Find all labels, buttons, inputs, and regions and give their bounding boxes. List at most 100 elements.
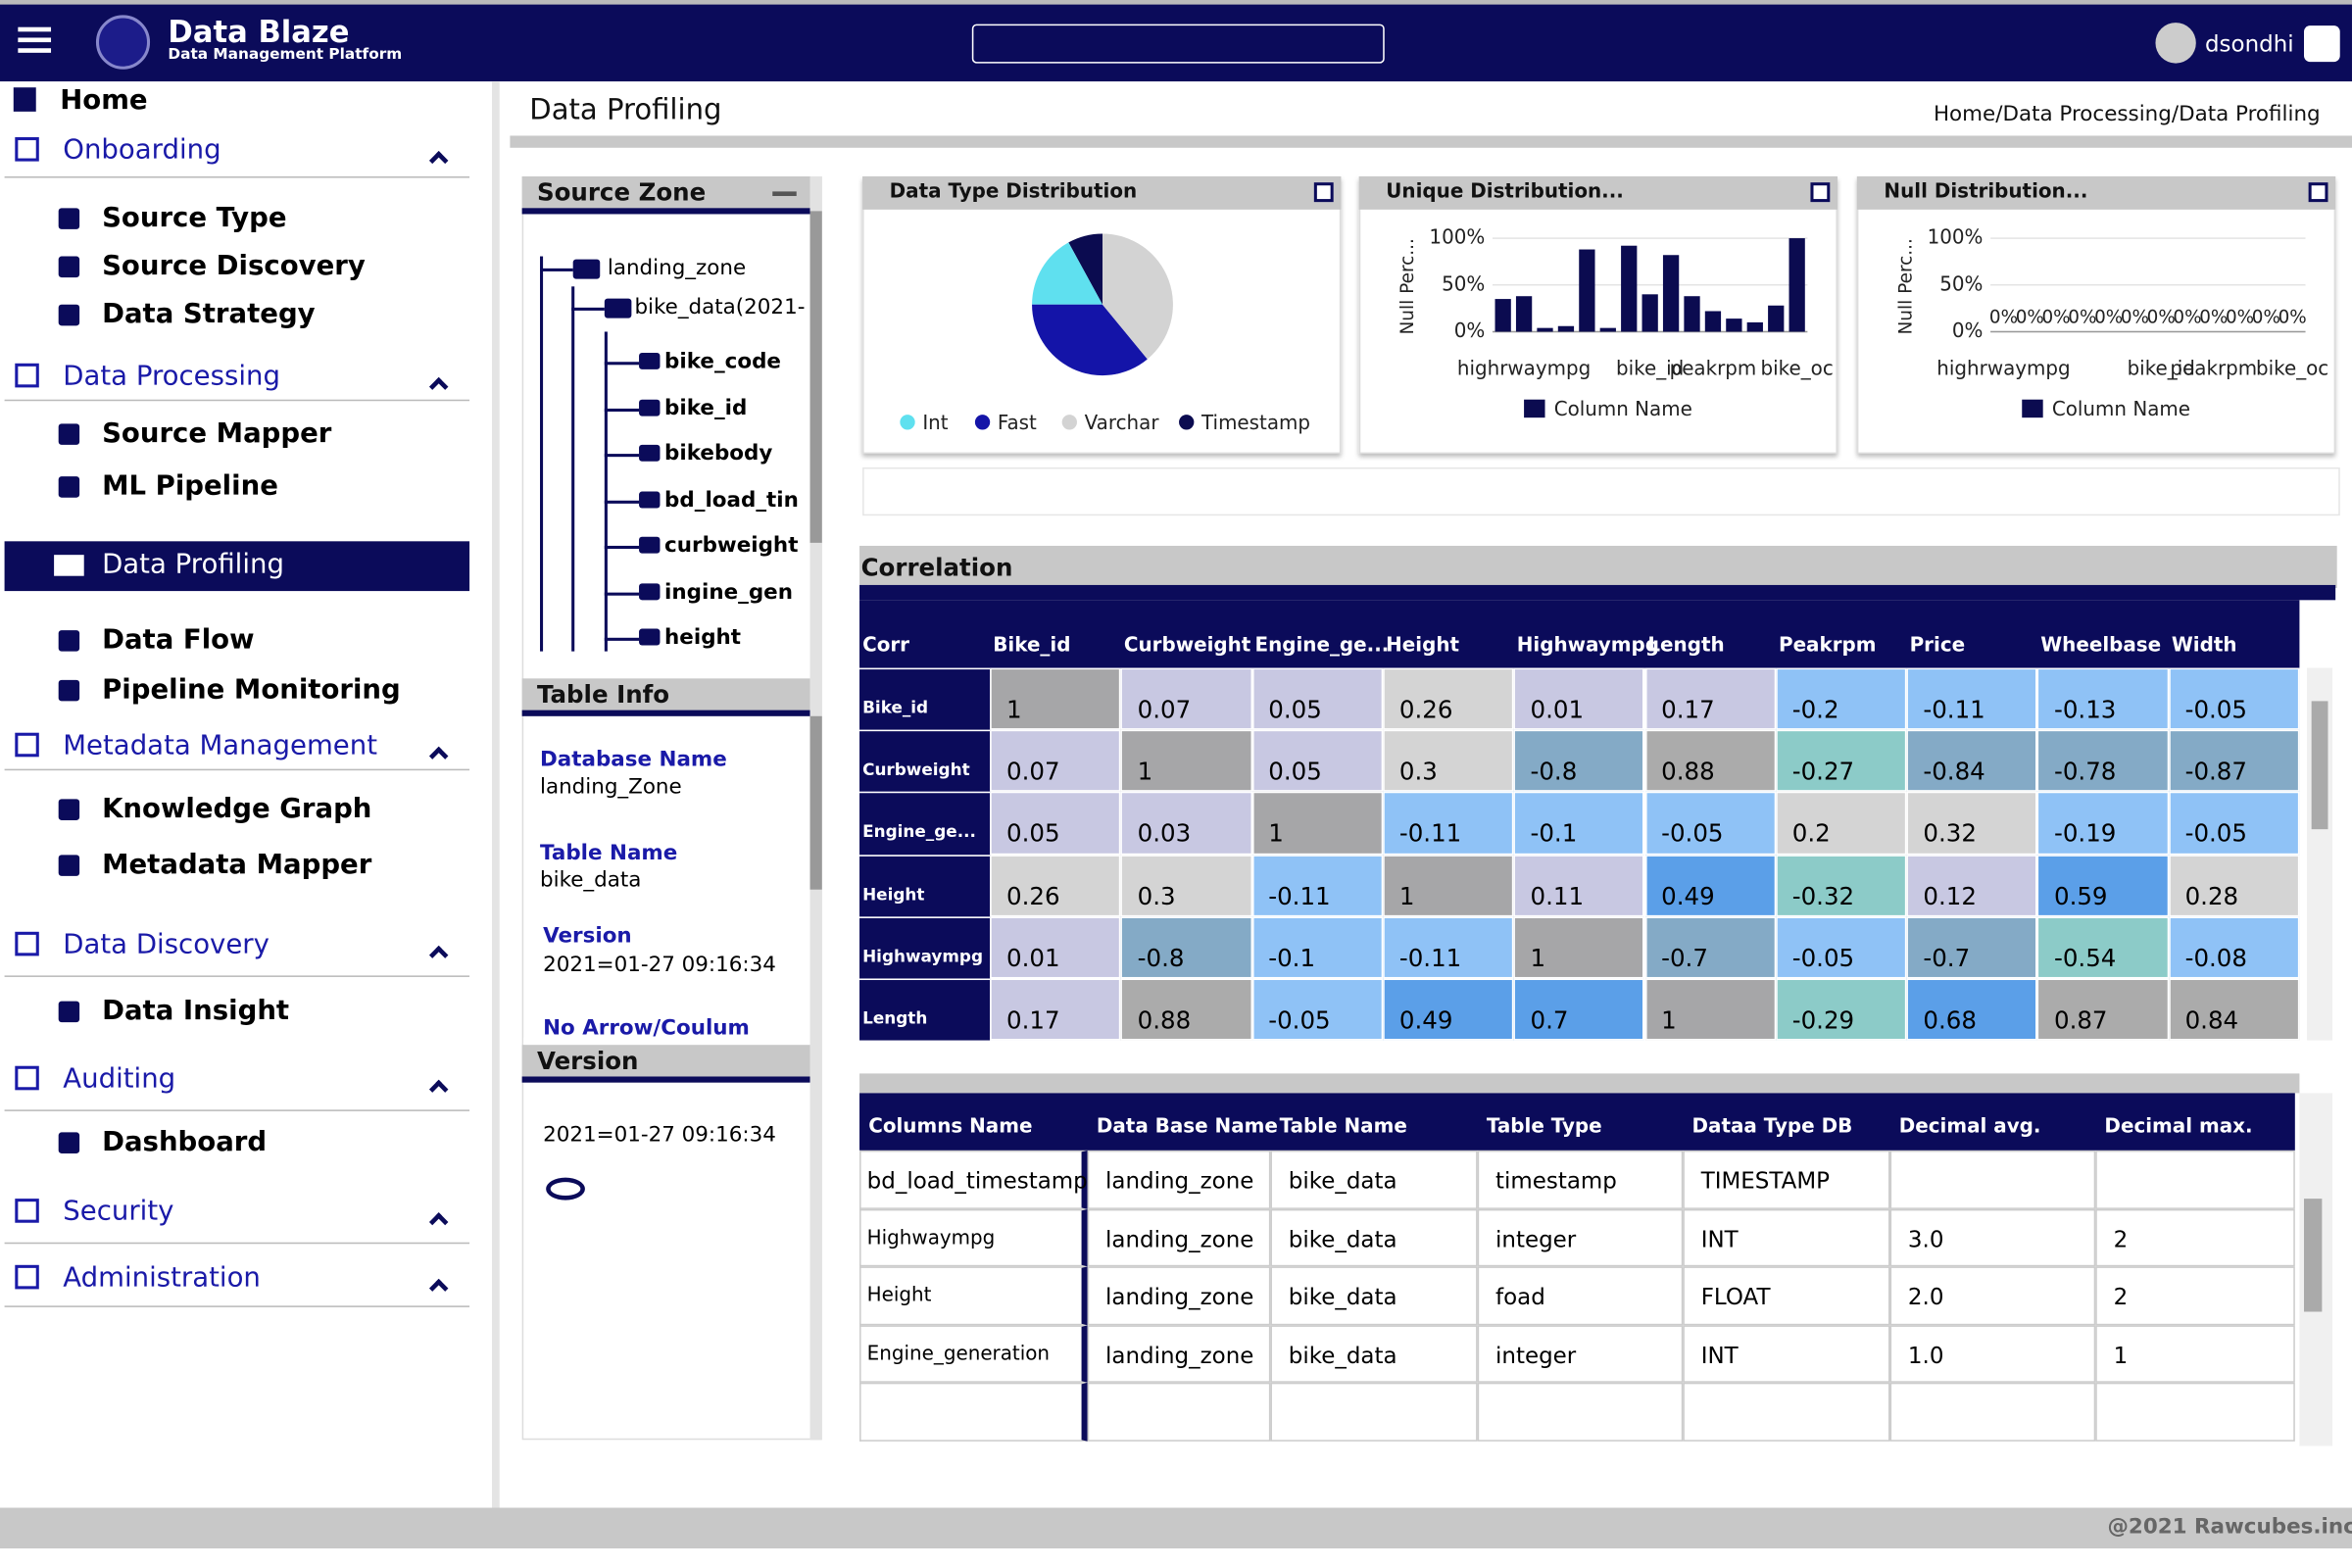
- corr-cell: [990, 916, 1121, 979]
- folder-icon[interactable]: [604, 298, 632, 318]
- field-value: landing_Zone: [540, 774, 682, 800]
- nav-item[interactable]: Data Insight: [102, 995, 290, 1027]
- corr-cell: [1251, 854, 1384, 917]
- legend-swatch: [900, 415, 915, 430]
- x-axis-label: Column Name: [2052, 397, 2190, 420]
- nav-item[interactable]: Dashboard: [102, 1126, 268, 1158]
- corr-header: Highwaympg: [1516, 634, 1660, 658]
- nav-item[interactable]: Data Profiling: [102, 549, 284, 581]
- legend-swatch: [974, 415, 991, 430]
- chart-header: [1856, 176, 2336, 210]
- tree-node[interactable]: height: [664, 625, 742, 651]
- nav-group[interactable]: Security: [63, 1196, 174, 1228]
- nav-item[interactable]: Knowledge Graph: [102, 793, 372, 825]
- nav-group[interactable]: Metadata Management: [63, 729, 377, 761]
- nav-item[interactable]: Data Strategy: [102, 298, 316, 330]
- corr-cell: [1383, 854, 1514, 917]
- table-cell: [1683, 1150, 1890, 1209]
- table-header-cell: Decimal avg.: [1898, 1115, 2041, 1139]
- corr-cell: [1513, 667, 1645, 730]
- folder-icon[interactable]: [639, 353, 661, 369]
- power-button[interactable]: [2304, 25, 2340, 63]
- folder-icon[interactable]: [639, 444, 661, 462]
- nav-item[interactable]: Metadata Mapper: [102, 849, 372, 881]
- corr-cell: [1775, 854, 1907, 917]
- corr-cell: [1906, 729, 2038, 793]
- folder-icon[interactable]: [639, 399, 661, 416]
- expand-icon[interactable]: [1810, 182, 1831, 203]
- y-axis-label: Null Perc...: [1895, 238, 1916, 334]
- corr-cell: [2037, 729, 2169, 793]
- tree-node[interactable]: bike_code: [664, 349, 781, 374]
- table-value: 2.0: [1907, 1283, 1944, 1310]
- table-cell: [1270, 1382, 1478, 1442]
- corr-cell: [1513, 916, 1645, 979]
- nav-group[interactable]: Onboarding: [63, 133, 221, 167]
- tree-node[interactable]: ingine_gen: [664, 580, 793, 605]
- nav-item[interactable]: Pipeline Monitoring: [102, 673, 401, 707]
- tree-node[interactable]: bikebody: [664, 441, 773, 466]
- value-label: 0%: [2016, 308, 2044, 328]
- folder-icon[interactable]: [639, 536, 661, 554]
- scroll-thumb: [2311, 701, 2328, 830]
- corr-cell: [1251, 667, 1384, 730]
- tagline: Data Management Platform: [168, 46, 403, 64]
- value-label: 0%: [2042, 308, 2071, 328]
- tree-node[interactable]: landing_zone: [607, 256, 747, 281]
- nav-item[interactable]: Source Discovery: [102, 250, 366, 282]
- tree-node[interactable]: bike_data(2021-: [634, 295, 806, 320]
- folder-icon[interactable]: [639, 583, 661, 601]
- table-cell: [2095, 1382, 2295, 1442]
- nav-icon: [15, 1264, 39, 1290]
- tree-node[interactable]: curbweight: [664, 533, 799, 559]
- value-label: 0%: [2147, 308, 2176, 328]
- corr-cell: [1383, 792, 1514, 855]
- nav-group[interactable]: Data Processing: [63, 360, 280, 393]
- search-box[interactable]: [971, 24, 1385, 64]
- folder-icon[interactable]: [639, 491, 661, 509]
- tree-node[interactable]: bd_load_tin: [664, 488, 799, 514]
- value-label: 0%: [1989, 308, 2018, 328]
- y-tick-label: 0%: [1454, 318, 1486, 342]
- nav-group[interactable]: Data Discovery: [63, 928, 270, 961]
- table-value: integer: [1495, 1341, 1577, 1369]
- nav-item[interactable]: Source Type: [102, 202, 287, 234]
- nav-item[interactable]: ML Pipeline: [102, 470, 278, 503]
- scroll-thumb: [809, 211, 822, 543]
- nav-home[interactable]: Home: [60, 84, 148, 117]
- corr-cell: [1644, 667, 1776, 730]
- menu-icon[interactable]: [18, 26, 52, 32]
- legend-label: Int: [922, 411, 948, 434]
- corr-value: 0.3: [1137, 881, 1176, 910]
- nav-group[interactable]: Administration: [63, 1261, 261, 1295]
- table-cell: [2095, 1324, 2295, 1383]
- x-axis-label: Column Name: [1554, 397, 1692, 420]
- corr-header: Engine_ge...: [1254, 634, 1390, 658]
- x-tick-label: highrwaympg: [1457, 356, 1591, 379]
- breadcrumb[interactable]: Home/Data Processing/Data Profiling: [1933, 102, 2321, 127]
- group-rule: [4, 1305, 470, 1307]
- eye-icon[interactable]: [546, 1177, 585, 1200]
- table-header-cell: Columns Name: [868, 1115, 1033, 1139]
- tree-node[interactable]: bike_id: [664, 396, 748, 421]
- nav-item[interactable]: Source Mapper: [102, 417, 332, 450]
- corr-row-head: [859, 667, 991, 730]
- tree-line: [540, 256, 544, 652]
- nav-group[interactable]: Auditing: [63, 1062, 176, 1095]
- x-tick-label: bike_oc: [1761, 356, 1834, 379]
- folder-icon[interactable]: [572, 259, 601, 279]
- chart-header: [862, 176, 1342, 210]
- corr-cell: [1644, 916, 1776, 979]
- table-cell: [1889, 1208, 2096, 1267]
- collapse-icon[interactable]: [772, 191, 797, 197]
- nav-item[interactable]: Data Flow: [102, 623, 255, 657]
- expand-icon[interactable]: [1313, 182, 1334, 203]
- table-value: 2: [2113, 1225, 2129, 1252]
- tree-branch: [604, 545, 640, 550]
- folder-icon[interactable]: [639, 628, 661, 646]
- group-rule: [4, 176, 470, 178]
- corr-cell: [1251, 916, 1384, 979]
- corr-cell: [1775, 792, 1907, 855]
- nav-icon: [58, 799, 80, 820]
- expand-icon[interactable]: [2308, 182, 2328, 203]
